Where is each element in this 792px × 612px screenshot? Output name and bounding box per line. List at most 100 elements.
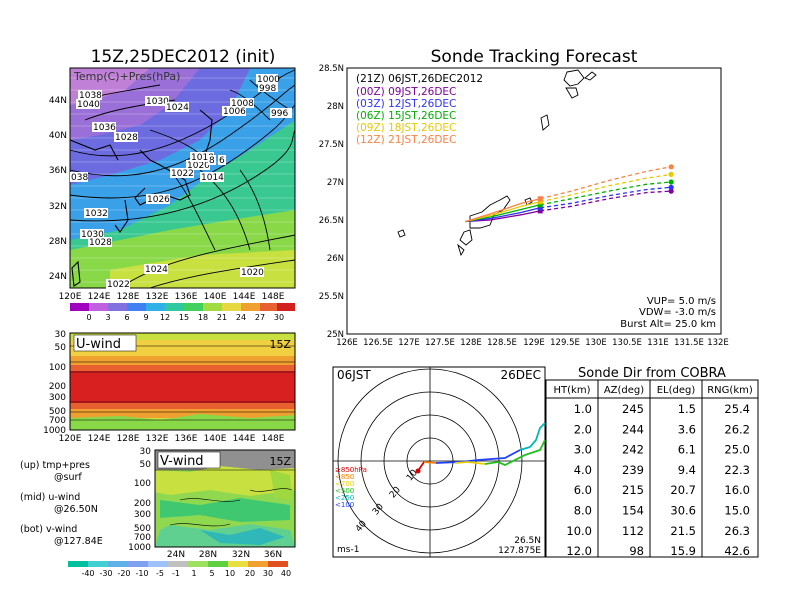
table-cell: 30.6 — [670, 504, 696, 518]
lon-tick: 120E — [59, 292, 82, 302]
svg-text:1020: 1020 — [241, 268, 264, 278]
colorbar-tick: 30 — [263, 569, 273, 578]
polar-plot: 10 20 30 40 06JST 26DEC ms-1 26.5N 127.8… — [332, 366, 546, 558]
colorbar-tick: 9 — [143, 313, 148, 322]
polar-time: 06JST — [337, 368, 371, 382]
svg-text:1038: 1038 — [79, 91, 102, 101]
table-cell: 26.2 — [724, 422, 750, 436]
table-header: HT(km) — [554, 385, 591, 396]
cobra-table: Sonde Dir from COBRA HT(km) AZ(deg) EL(d… — [545, 366, 759, 558]
table-cell: 9.4 — [678, 463, 696, 477]
pressure-labels: 1000 998 1038 1040 1030 1024 1036 1028 1… — [70, 74, 292, 290]
track-line-3 — [465, 204, 541, 223]
pressure-label: 1018 — [190, 152, 214, 163]
lat-tick: 25N — [327, 330, 344, 340]
info-vdw: VDW= -3.0 m/s — [639, 307, 716, 318]
level-tick: 300 — [49, 393, 66, 403]
colorbar-tick: 5 — [209, 569, 214, 578]
map-lat-ticks: 44N 40N 36N 32N 28N 24N — [49, 96, 67, 282]
temp-colorbar: 0 3 6 9 12 15 18 21 24 27 30 — [70, 303, 295, 322]
table-cell: 22.3 — [724, 463, 750, 477]
lon-tick: 136E — [175, 434, 198, 444]
level-tick: 200 — [134, 499, 151, 509]
series-legend-2: (03Z) 12JST,26DEC — [356, 98, 456, 110]
track-line-dashed-2 — [540, 186, 672, 209]
svg-text:1000: 1000 — [257, 75, 280, 85]
colorbar-tick: 20 — [245, 569, 255, 578]
series-legend-4: (09Z) 18JST,26DEC — [356, 122, 456, 134]
track-endpoint-5 — [668, 164, 674, 170]
colorbar-tick: 3 — [105, 313, 110, 322]
table-cell: 12.0 — [566, 544, 592, 558]
lon-tick: 140E — [204, 434, 227, 444]
lat-tick: 36N — [49, 166, 67, 176]
lon-tick: 128E — [117, 434, 140, 444]
colorbar-tick: -30 — [99, 569, 112, 578]
svg-text:1024: 1024 — [145, 265, 168, 275]
table-cell: 154 — [622, 504, 644, 518]
svg-text:8: 8 — [209, 156, 215, 166]
lat-tick: 27N — [327, 178, 344, 188]
track-burst-marker-2 — [537, 205, 543, 211]
svg-text:1030: 1030 — [146, 97, 169, 107]
tracking-map: 28.5N 28N 27.5N 27N 26.5N 26N 25.5N 25N … — [319, 64, 729, 348]
lon-tick: 120E — [59, 434, 82, 444]
track-line-dashed-1 — [540, 190, 672, 212]
svg-text:1036: 1036 — [93, 123, 116, 133]
track-endpoint-2 — [668, 184, 674, 190]
legend-up: (up) tmp+pres — [20, 460, 90, 471]
svg-text:1024: 1024 — [166, 103, 189, 113]
track-line-2 — [465, 207, 541, 223]
table-header: AZ(deg) — [604, 385, 644, 396]
pressure-label: 996 — [270, 108, 292, 119]
map-lon-ticks: 120E 124E 128E 132E 136E 140E 144E 148E — [59, 292, 285, 302]
table-cell: 245 — [622, 402, 644, 416]
legend-mid: (mid) u-wind — [20, 492, 80, 503]
panel-legend: (up) tmp+pres @surf (mid) u-wind @26.50N… — [20, 460, 103, 547]
colorbar-tick: 21 — [217, 313, 227, 322]
wind-colorbar: -40 -30 -20 -10 -5 -1 1 5 10 20 30 40 — [68, 561, 291, 578]
lat-tick: 32N — [49, 202, 67, 212]
table-cell: 15.0 — [724, 504, 750, 518]
svg-text:998: 998 — [259, 84, 276, 94]
colorbar-tick: 30 — [274, 313, 284, 322]
svg-text:1006: 1006 — [223, 107, 246, 117]
colorbar-tick: -5 — [156, 569, 164, 578]
colorbar-tick: 15 — [179, 313, 189, 322]
table-cell: 16.0 — [724, 483, 750, 497]
colorbar-tick: 1 — [191, 569, 196, 578]
lon-tick: 129.5E — [550, 338, 580, 348]
pressure-label: 1030 — [80, 229, 104, 240]
svg-text:1040: 1040 — [77, 100, 100, 110]
surface-map: Temp(C)+Pres(hPa) 1000 998 1038 1040 103… — [49, 67, 296, 302]
pressure-label: 1038 — [78, 90, 102, 101]
left-title: 15Z,25DEC2012 (init) — [91, 47, 276, 67]
uwind-section: U-wind 15Z 30 50 100 200 300 500 700 100… — [43, 330, 296, 444]
table-cell: 10.0 — [566, 524, 592, 538]
lat-tick: 24N — [49, 272, 67, 282]
track-line-5 — [465, 198, 541, 223]
level-tick: 200 — [49, 382, 66, 392]
lon-tick: 128E — [460, 338, 482, 348]
pressure-label: 998 — [258, 84, 278, 94]
pressure-label: 038 — [70, 172, 88, 183]
track-line-dashed-4 — [540, 173, 672, 203]
table-cell: 1.5 — [678, 402, 696, 416]
lat-tick: 26.5N — [319, 216, 344, 226]
lat-tick: 32N — [232, 550, 250, 560]
lon-tick: 130.5E — [612, 338, 642, 348]
svg-text:1030: 1030 — [81, 230, 104, 240]
colorbar-tick: 40 — [281, 569, 291, 578]
lat-tick: 24N — [167, 550, 185, 560]
lon-tick: 126.5E — [363, 338, 393, 348]
level-tick: 500 — [49, 407, 66, 417]
svg-text:1018: 1018 — [191, 153, 214, 163]
legend-up-sub: @surf — [54, 472, 82, 483]
table-cell: 244 — [622, 422, 644, 436]
svg-text:1022: 1022 — [171, 169, 194, 179]
table-cell: 8.0 — [574, 504, 592, 518]
pressure-label: 1026 — [146, 194, 170, 205]
level-tick: 100 — [134, 479, 151, 489]
pressure-label: 1022 — [170, 168, 194, 179]
